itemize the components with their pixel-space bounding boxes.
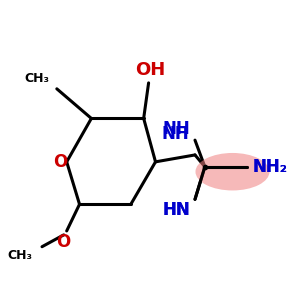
Text: CH₃: CH₃ <box>24 72 49 85</box>
Text: HN: HN <box>162 201 190 219</box>
Text: NH₂: NH₂ <box>252 158 287 176</box>
Text: NH: NH <box>161 125 189 143</box>
Text: NH₂: NH₂ <box>252 158 287 176</box>
Text: CH₃: CH₃ <box>7 249 32 262</box>
Text: O: O <box>57 233 71 251</box>
Text: O: O <box>53 153 67 171</box>
Text: OH: OH <box>136 61 166 79</box>
Ellipse shape <box>196 153 269 190</box>
Text: NH: NH <box>162 120 190 138</box>
Text: HN: HN <box>162 201 190 219</box>
